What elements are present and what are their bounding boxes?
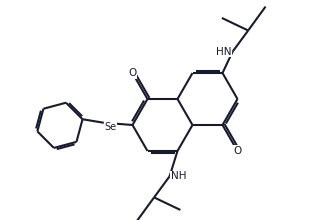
Text: NH: NH (170, 171, 186, 181)
Text: O: O (128, 68, 137, 78)
Text: O: O (233, 146, 242, 156)
Text: Se: Se (104, 122, 117, 132)
Text: HN: HN (216, 47, 232, 57)
